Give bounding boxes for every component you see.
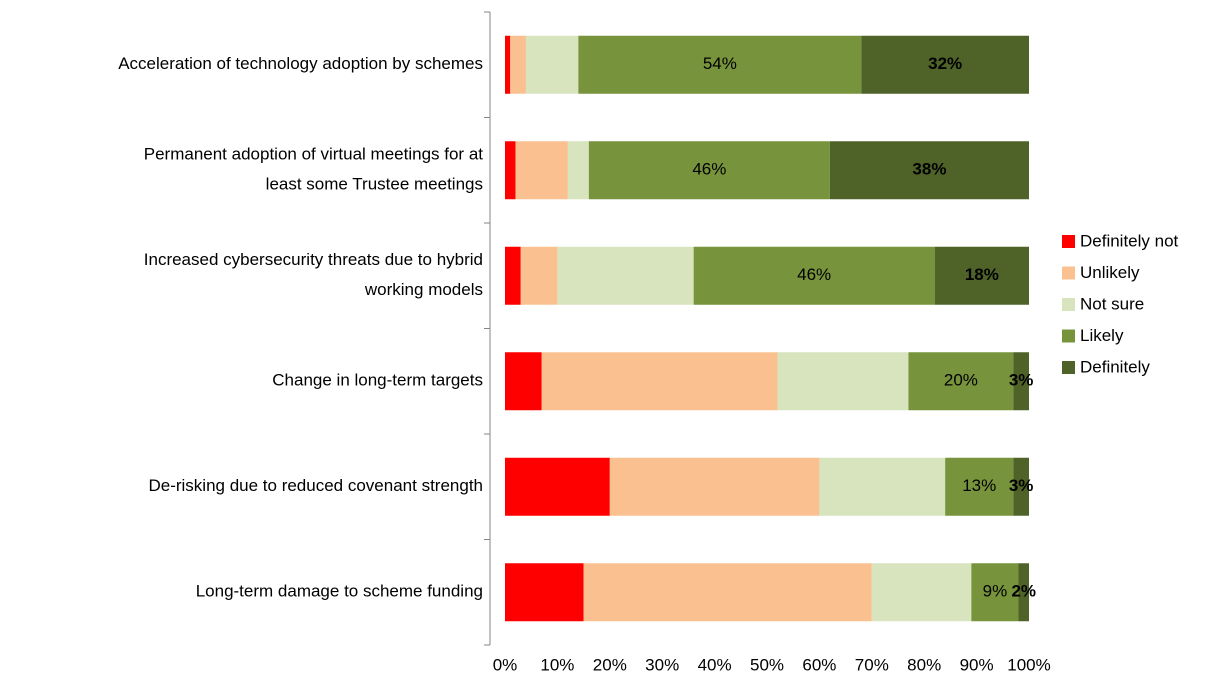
data-label: 2% — [1011, 582, 1036, 601]
y-tick-label: Change in long-term targets — [272, 371, 483, 390]
x-tick-label: 50% — [750, 655, 784, 674]
bar-segment — [520, 246, 558, 305]
y-tick-label: Increased cybersecurity threats due to h… — [144, 250, 483, 299]
data-label: 3% — [1009, 476, 1034, 495]
x-tick-label: 100% — [1007, 655, 1050, 674]
data-label: 18% — [965, 265, 999, 284]
data-label: 9% — [983, 582, 1008, 601]
bar-segment — [541, 352, 778, 411]
bar-segment — [588, 141, 830, 200]
x-tick-label: 0% — [493, 655, 518, 674]
x-tick-label: 60% — [802, 655, 836, 674]
bar-segment — [908, 352, 1014, 411]
bar-segment — [505, 141, 516, 200]
data-label: 32% — [928, 54, 962, 73]
data-label: 46% — [692, 160, 726, 179]
y-tick-label: Acceleration of technology adoption by s… — [118, 54, 483, 73]
bar-segment — [1013, 352, 1029, 411]
bar-segment — [557, 246, 694, 305]
legend-label: Definitely not — [1080, 231, 1179, 250]
bar-segment — [693, 246, 935, 305]
bar-segment — [1018, 563, 1029, 622]
data-label: 13% — [962, 476, 996, 495]
bar-segment — [1013, 457, 1029, 516]
legend-label: Definitely — [1080, 357, 1150, 376]
data-label: 46% — [797, 265, 831, 284]
bar-segment — [515, 141, 568, 200]
x-tick-label: 40% — [698, 655, 732, 674]
y-tick-label: Permanent adoption of virtual meetings f… — [144, 145, 484, 194]
x-tick-label: 90% — [960, 655, 994, 674]
bar-segment — [510, 35, 526, 94]
data-label: 54% — [703, 54, 737, 73]
legend-label: Not sure — [1080, 294, 1144, 313]
bar-segment — [583, 563, 872, 622]
legend-swatch — [1062, 361, 1075, 374]
bar-segment — [819, 457, 946, 516]
legend-swatch — [1062, 235, 1075, 248]
legend-label: Likely — [1080, 326, 1124, 345]
x-tick-label: 80% — [907, 655, 941, 674]
bar-segment — [934, 246, 1029, 305]
legend-label: Unlikely — [1080, 263, 1140, 282]
bar-segment — [505, 352, 542, 411]
x-tick-label: 10% — [540, 655, 574, 674]
bar-segment — [525, 35, 579, 94]
bar-segment — [945, 457, 1014, 516]
data-label: 38% — [912, 160, 946, 179]
bar-segment — [505, 35, 511, 94]
bar-segment — [609, 457, 820, 516]
bar-segment — [871, 563, 972, 622]
bar-segment — [578, 35, 862, 94]
bar-segment — [567, 141, 589, 200]
y-tick-label: De-risking due to reduced covenant stren… — [148, 476, 483, 495]
x-tick-label: 70% — [855, 655, 889, 674]
bar-segment — [861, 35, 1029, 94]
bar-segment — [829, 141, 1029, 200]
bar-segment — [505, 246, 521, 305]
legend-swatch — [1062, 266, 1075, 280]
legend-swatch — [1062, 298, 1075, 311]
y-tick-label: Long-term damage to scheme funding — [196, 582, 483, 601]
bar-segment — [505, 563, 584, 622]
legend-swatch — [1062, 329, 1075, 343]
x-tick-label: 30% — [645, 655, 679, 674]
data-label: 20% — [944, 371, 978, 390]
x-tick-label: 20% — [593, 655, 627, 674]
bar-segment — [777, 352, 909, 411]
bar-segment — [971, 563, 1019, 622]
bar-segment — [505, 457, 610, 516]
data-label: 3% — [1009, 371, 1034, 390]
